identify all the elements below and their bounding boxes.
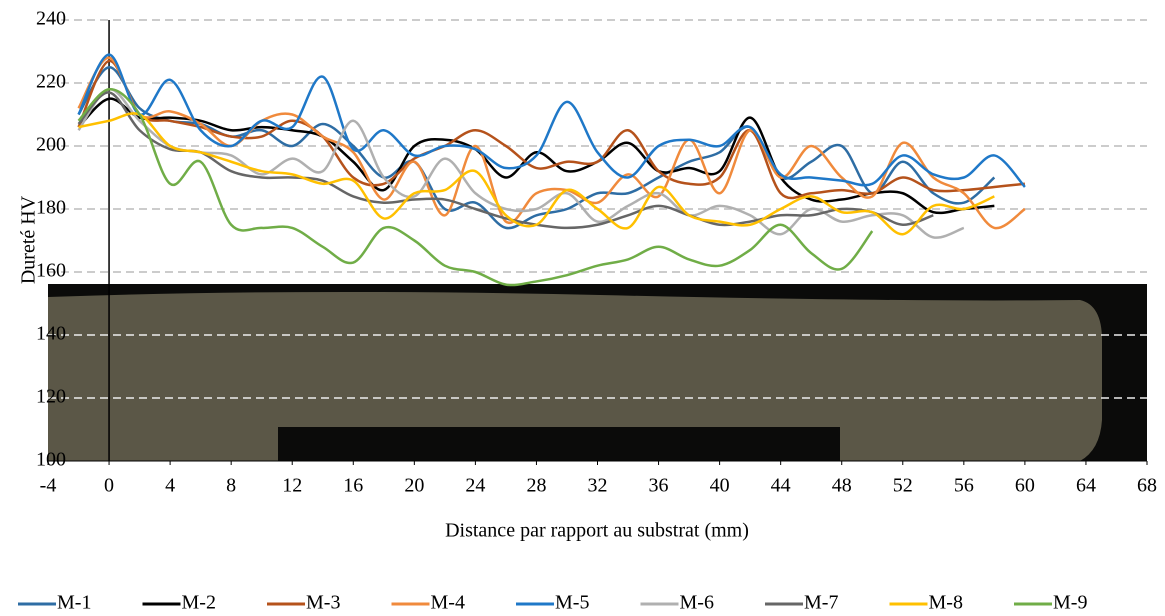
series-line [77,88,874,287]
x-tick-label: 0 [104,475,114,497]
x-tick-label: 32 [588,475,608,497]
x-tick-label: 40 [710,475,730,497]
y-tick-label: 140 [36,323,66,345]
series-line [77,66,996,230]
y-tick-label: 160 [36,260,66,282]
x-tick-label: 28 [526,475,546,497]
x-tick-label: 56 [954,475,974,497]
legend-label: M-5 [555,592,589,614]
legend-label: M-3 [306,592,340,614]
y-tick-label: 220 [36,71,66,93]
y-axis-title: Dureté HV [18,195,40,284]
y-tick-label: 180 [36,197,66,219]
x-tick-label: 24 [465,475,485,497]
series-line [77,88,965,239]
x-tick-label: 4 [165,475,175,497]
series-line [77,91,934,230]
x-tick-label: 68 [1137,475,1157,497]
x-tick-label: 48 [832,475,852,497]
legend-label: M-7 [804,592,838,614]
x-tick-label: 60 [1015,475,1035,497]
y-tick-label: 200 [36,134,66,156]
x-tick-label: 20 [404,475,424,497]
x-tick-label: 12 [282,475,302,497]
x-tick-label: 44 [771,475,791,497]
y-tick-label: 100 [36,449,66,471]
series-line [77,53,1026,188]
x-tick-label: 64 [1076,475,1096,497]
legend-label: M-1 [57,592,91,614]
series-line [77,97,995,215]
series-line [77,59,1026,200]
legend-label: M-4 [431,592,465,614]
x-tick-label: 36 [649,475,669,497]
legend-label: M-6 [680,592,714,614]
specimen-photo [48,284,1147,461]
y-tick-label: 240 [36,8,66,30]
legend-label: M-2 [182,592,216,614]
legend-label: M-8 [929,592,963,614]
x-tick-label: 8 [226,475,236,497]
x-tick-label: 52 [893,475,913,497]
x-axis-title: Distance par rapport au substrat (mm) [445,520,749,542]
x-tick-label: 16 [343,475,363,497]
y-tick-label: 120 [36,386,66,408]
legend-label: M-9 [1053,592,1087,614]
x-tick-label: -4 [40,475,57,497]
series-line [78,112,995,236]
